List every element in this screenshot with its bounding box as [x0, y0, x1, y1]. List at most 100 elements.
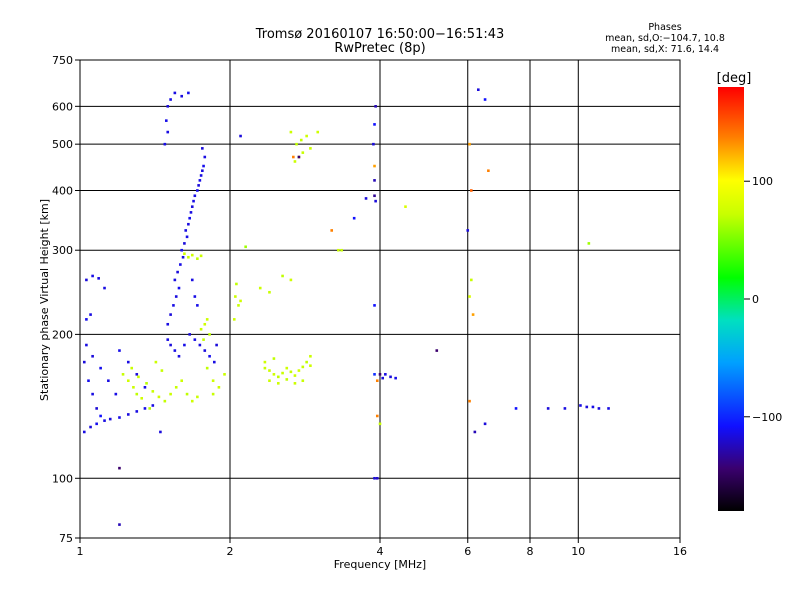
- data-point: [373, 373, 376, 376]
- data-point: [268, 369, 271, 372]
- y-axis-ticks: 75 100 200 300 400 500 600 750: [52, 54, 80, 545]
- data-point: [468, 142, 471, 146]
- data-point: [483, 422, 487, 426]
- data-point: [148, 407, 152, 410]
- data-point: [103, 286, 106, 290]
- data-point: [126, 413, 130, 416]
- data-point: [276, 375, 280, 379]
- data-point: [82, 430, 86, 434]
- data-point: [305, 360, 308, 364]
- grid-lines: [80, 60, 680, 538]
- data-point: [208, 333, 211, 336]
- data-point: [135, 410, 139, 413]
- data-point: [563, 407, 567, 410]
- colorbar-tick-label: −100: [752, 411, 782, 424]
- x-tick-label: 10: [571, 545, 585, 558]
- data-point: [140, 397, 144, 400]
- data-point: [378, 373, 382, 376]
- data-point: [198, 179, 202, 182]
- data-point: [173, 91, 177, 95]
- colorbar-ticks: 100 0 −100: [744, 175, 782, 424]
- data-point: [126, 379, 130, 383]
- data-point: [183, 343, 186, 347]
- colorbar-tick-label: 100: [752, 175, 773, 188]
- data-point: [205, 366, 209, 370]
- data-point: [263, 360, 267, 364]
- data-point: [103, 419, 106, 422]
- data-point: [91, 354, 94, 358]
- colorbar-tick-label: 0: [752, 293, 759, 306]
- data-point: [309, 354, 312, 358]
- data-point: [258, 286, 262, 290]
- data-point: [203, 155, 207, 159]
- data-point: [268, 290, 271, 294]
- data-point: [373, 123, 376, 126]
- data-point: [373, 179, 376, 182]
- data-point: [373, 304, 376, 307]
- data-point: [470, 189, 473, 192]
- x-tick-label: 1: [77, 545, 84, 558]
- y-tick-label: 300: [52, 244, 73, 257]
- x-tick-label: 16: [673, 545, 687, 558]
- y-tick-label: 750: [52, 54, 73, 67]
- chart-title: Tromsø 20160107 16:50:00−16:51:43: [255, 27, 505, 42]
- data-point: [163, 142, 167, 146]
- data-point: [187, 222, 190, 226]
- data-point: [316, 130, 320, 134]
- data-point: [196, 257, 199, 260]
- data-point: [293, 382, 297, 385]
- data-point: [292, 155, 295, 159]
- data-point: [188, 216, 191, 220]
- data-point: [187, 91, 190, 95]
- data-point: [372, 142, 375, 146]
- data-point: [193, 194, 197, 198]
- data-point: [301, 151, 305, 154]
- data-point: [373, 476, 376, 480]
- x-tick-label: 4: [377, 545, 384, 558]
- data-point: [85, 318, 88, 321]
- data-point: [193, 338, 197, 341]
- chart-subtitle: RwPretec (8p): [334, 41, 426, 56]
- data-point: [126, 360, 130, 364]
- data-point: [173, 349, 177, 352]
- data-point: [205, 318, 209, 321]
- data-point: [108, 417, 112, 421]
- data-point: [373, 194, 376, 198]
- y-tick-label: 600: [52, 100, 73, 113]
- data-point: [132, 386, 135, 389]
- phase-stats-x: mean, sd,X: 71.6, 14.4: [610, 44, 720, 55]
- colorbar-title: [deg]: [717, 71, 752, 86]
- data-point: [374, 199, 377, 203]
- data-point: [151, 390, 155, 393]
- data-point: [82, 360, 86, 364]
- data-point: [471, 313, 475, 316]
- data-point: [166, 130, 170, 134]
- data-point: [591, 405, 595, 409]
- data-point: [239, 134, 242, 138]
- data-point: [177, 286, 181, 290]
- data-point: [184, 229, 188, 232]
- data-point: [154, 360, 158, 364]
- data-point: [85, 278, 88, 282]
- data-point: [196, 395, 199, 399]
- data-point: [281, 274, 284, 278]
- x-tick-label: 2: [227, 545, 234, 558]
- data-point: [374, 105, 377, 108]
- data-point: [190, 205, 194, 208]
- data-point: [330, 229, 334, 232]
- data-point: [295, 142, 298, 146]
- colorbar: [deg] 100 0 −100: [717, 71, 782, 511]
- data-point: [199, 254, 203, 258]
- data-point: [394, 376, 397, 380]
- data-point: [135, 373, 139, 376]
- data-point: [177, 354, 181, 358]
- data-point: [160, 369, 164, 372]
- data-point: [239, 299, 242, 303]
- data-point: [87, 379, 90, 383]
- data-point: [118, 349, 121, 352]
- data-point: [196, 304, 199, 307]
- data-point: [234, 295, 237, 298]
- data-point: [364, 197, 368, 200]
- data-point: [473, 430, 477, 434]
- data-point: [289, 370, 293, 374]
